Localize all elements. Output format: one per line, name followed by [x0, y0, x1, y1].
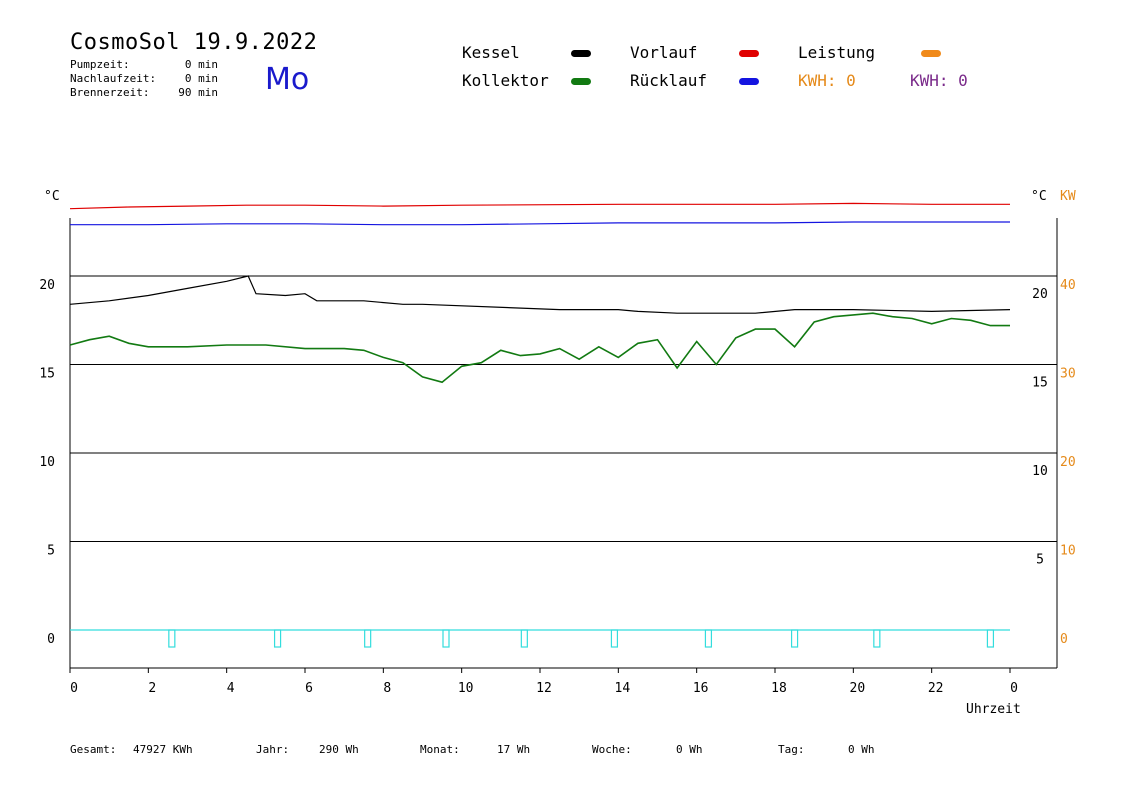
pump-marker-6 [704, 629, 713, 648]
x-tick-label-7: 14 [615, 681, 631, 696]
y-tick-left-20: 20 [39, 278, 55, 293]
y-tick-left-0: 0 [47, 632, 55, 647]
y-tick-right-kw-0: 0 [1060, 632, 1068, 647]
pump-marker-1 [273, 629, 282, 648]
legend-ruecklauf-label: Rücklauf [630, 71, 708, 90]
pump-marker-5 [610, 629, 619, 648]
y-tick-left-15: 15 [39, 367, 55, 382]
footer-jahr-label: Jahr: [256, 743, 290, 756]
stat-value-nachlaufzeit: 0 min [184, 72, 218, 85]
y-tick-right-kw-40: 40 [1060, 278, 1076, 293]
x-tick-label-12: 0 [1010, 681, 1018, 696]
y-tick-right-kw-30: 30 [1060, 367, 1076, 382]
series-line-kessel [69, 275, 1011, 314]
pump-marker-0 [168, 629, 176, 648]
legend-leistung-swatch [921, 50, 941, 57]
pump-marker-9 [986, 629, 995, 648]
series-line-ruecklauf [70, 221, 1010, 226]
footer-tag-value: 0 Wh [848, 743, 875, 756]
pump-marker-3 [442, 629, 450, 648]
y-tick-right-c-20: 20 [1032, 287, 1048, 302]
x-tick-label-11: 22 [928, 681, 944, 696]
series-line-kollektor [69, 312, 1010, 384]
y-tick-left-5: 5 [47, 544, 55, 559]
x-tick-label-5: 10 [458, 681, 474, 696]
x-tick-label-2: 4 [227, 681, 235, 696]
legend-leistung-label: Leistung [798, 43, 876, 62]
legend-kwh-orange: KWH: 0 [798, 71, 856, 90]
legend-vorlauf-swatch [739, 50, 759, 57]
pump-marker-2 [364, 629, 372, 648]
stat-label-pumpzeit: Pumpzeit: [70, 58, 130, 71]
legend-kessel-label: Kessel [462, 43, 520, 62]
x-tick-label-10: 20 [850, 681, 866, 696]
x-tick-label-6: 12 [536, 681, 552, 696]
y-tick-right-kw-10: 10 [1060, 544, 1076, 559]
footer-monat-label: Monat: [420, 743, 460, 756]
right-axis-unit-kw: KW [1060, 189, 1076, 204]
footer-woche-value: 0 Wh [676, 743, 703, 756]
y-tick-right-kw-20: 20 [1060, 455, 1076, 470]
pump-marker-8 [873, 629, 881, 648]
footer-gesamt-value: 47927 KWh [133, 743, 193, 756]
legend-kwh-purple: KWH: 0 [910, 71, 968, 90]
footer-tag-label: Tag: [778, 743, 805, 756]
y-tick-right-c-15: 15 [1032, 376, 1048, 391]
stat-label-nachlaufzeit: Nachlaufzeit: [70, 72, 157, 85]
x-tick-label-9: 18 [771, 681, 787, 696]
footer-woche-label: Woche: [592, 743, 632, 756]
legend-vorlauf-label: Vorlauf [630, 43, 698, 62]
x-tick-label-1: 2 [148, 681, 156, 696]
stat-label-brennerzeit: Brennerzeit: [70, 86, 150, 99]
series-line-vorlauf [69, 202, 1010, 210]
weekday-label: Mo [265, 62, 310, 97]
pump-marker-4 [520, 629, 528, 648]
chart-title: CosmoSol 19.9.2022 [70, 30, 318, 55]
y-tick-left-10: 10 [39, 455, 55, 470]
left-axis-unit: °C [44, 189, 60, 204]
x-tick-label-3: 6 [305, 681, 313, 696]
y-tick-right-c-10: 10 [1032, 464, 1048, 479]
footer-jahr-value: 290 Wh [319, 743, 359, 756]
pump-marker-7 [790, 629, 799, 648]
right-axis-unit-celsius: °C [1031, 189, 1047, 204]
legend-kessel-swatch [571, 50, 591, 57]
legend-kollektor-label: Kollektor [462, 71, 549, 90]
legend-kollektor-swatch [571, 78, 591, 85]
x-tick-label-0: 0 [70, 681, 78, 696]
stat-value-brennerzeit: 90 min [178, 86, 218, 99]
footer-gesamt-label: Gesamt: [70, 743, 117, 756]
legend-ruecklauf-swatch [739, 78, 759, 85]
x-tick-label-4: 8 [383, 681, 391, 696]
stat-value-pumpzeit: 0 min [184, 58, 218, 71]
x-axis-label: Uhrzeit [966, 702, 1021, 717]
y-tick-right-c-5: 5 [1036, 553, 1044, 568]
x-tick-label-8: 16 [693, 681, 709, 696]
footer-monat-value: 17 Wh [497, 743, 531, 756]
